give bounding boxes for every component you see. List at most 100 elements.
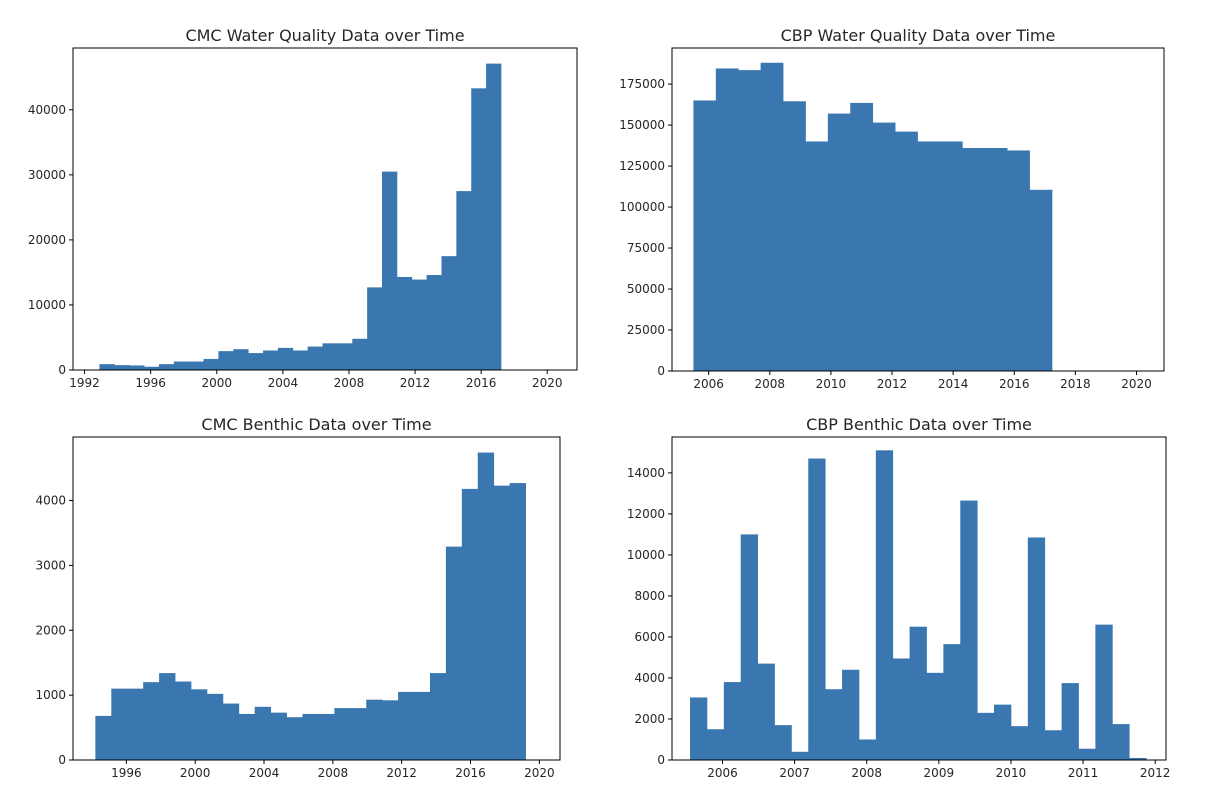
- cbp-water-quality-x-tick-label: 2020: [1121, 377, 1152, 391]
- cmc-benthic-bar: [175, 681, 192, 760]
- cmc-benthic-x-tick-label: 2000: [180, 766, 211, 780]
- cbp-water-quality-bar: [1007, 150, 1030, 371]
- cmc-benthic-bar: [477, 452, 495, 760]
- cmc-water-quality-x-tick-label: 2004: [268, 376, 299, 390]
- cmc-water-quality-bar: [337, 343, 353, 370]
- cbp-water-quality-x-tick-label: 2016: [999, 377, 1030, 391]
- cmc-benthic-bar: [445, 546, 463, 760]
- cbp-benthic-bar: [757, 663, 775, 760]
- cbp-benthic-y-tick-label: 0: [657, 753, 665, 767]
- cbp-water-quality-x-tick-label: 2010: [816, 377, 847, 391]
- cmc-benthic-y-tick-label: 2000: [35, 623, 66, 637]
- cbp-water-quality-bar: [895, 131, 918, 371]
- cbp-benthic-y-tick-label: 4000: [634, 671, 665, 685]
- cmc-water-quality-y-tick-label: 10000: [28, 298, 66, 312]
- cbp-water-quality-y-tick-label: 25000: [627, 323, 665, 337]
- cmc-benthic-bar: [302, 713, 319, 760]
- cbp-benthic-x-tick-label: 2009: [924, 766, 955, 780]
- cmc-water-quality-bar: [144, 366, 160, 370]
- cmc-benthic-bar: [206, 693, 224, 760]
- cmc-benthic-y-tick-label: 3000: [35, 558, 66, 572]
- cmc-water-quality-chart: 1992 1996 2000 2004 2008 2012 2016 2020 0 10000 20…: [28, 26, 578, 390]
- cbp-benthic-bar: [977, 712, 995, 760]
- cbp-benthic-x-tick-label: 2008: [851, 766, 882, 780]
- cmc-benthic-bar: [493, 485, 511, 760]
- cbp-water-quality-y-tick-label: 0: [657, 364, 665, 378]
- cbp-water-quality-chart: 2006 2008 2010 2012 2014 2016 2018 2020 0 25000 50…: [619, 26, 1165, 391]
- cmc-water-quality-bar: [396, 276, 413, 370]
- cbp-benthic-x-tick-label: 2006: [707, 766, 738, 780]
- cbp-benthic-x-tick-label: 2011: [1068, 766, 1099, 780]
- cbp-benthic-plot-frame: [671, 436, 1167, 761]
- cbp-benthic-x-tick-label: 2012: [1140, 766, 1171, 780]
- cmc-water-quality-x-tick-label: 1996: [135, 376, 166, 390]
- cmc-benthic-bar: [127, 688, 144, 760]
- cmc-benthic-x-tick-label: 2004: [249, 766, 280, 780]
- cmc-water-quality-bar: [203, 358, 219, 370]
- cbp-benthic-bar: [740, 534, 758, 760]
- cbp-benthic-y-tick-label: 12000: [627, 507, 665, 521]
- cmc-water-quality-bar: [129, 365, 145, 370]
- cmc-water-quality-bar: [188, 361, 204, 370]
- cbp-benthic-y-tick-label: 14000: [627, 466, 665, 480]
- cmc-water-quality-x-tick-label: 2016: [466, 376, 497, 390]
- cmc-benthic-bar: [143, 682, 160, 760]
- cmc-water-quality-bar: [441, 256, 457, 370]
- cbp-water-quality-bar: [827, 113, 851, 371]
- cmc-water-quality-bar: [322, 343, 338, 370]
- cmc-benthic-x-tick-label: 2008: [318, 766, 349, 780]
- cmc-water-quality-bar: [471, 88, 487, 370]
- cmc-benthic-title: CMC Benthic Data over Time: [201, 415, 431, 434]
- cmc-benthic-bar: [318, 713, 335, 760]
- cmc-water-quality-bar: [352, 338, 368, 370]
- cmc-benthic-bar: [350, 708, 367, 760]
- cbp-benthic-bar: [1010, 726, 1029, 760]
- cmc-benthic-x-tick-label: 2016: [455, 766, 486, 780]
- cbp-water-quality-bar: [783, 101, 806, 371]
- cmc-benthic-bars: [95, 452, 526, 760]
- cmc-benthic-bar: [509, 483, 526, 760]
- cbp-benthic-title: CBP Benthic Data over Time: [806, 415, 1032, 434]
- cbp-water-quality-y-tick-label: 75000: [627, 241, 665, 255]
- cmc-benthic-plot-frame: [72, 436, 561, 761]
- cmc-water-quality-bar: [99, 364, 115, 370]
- cmc-water-quality-bars: [99, 63, 502, 371]
- cbp-water-quality-y-tick-label: 150000: [619, 118, 665, 132]
- cmc-benthic-bar: [222, 703, 240, 760]
- cmc-benthic-bar: [334, 708, 351, 760]
- cmc-benthic-y-tick-label: 0: [58, 753, 66, 767]
- cbp-benthic-bar: [774, 725, 792, 760]
- cmc-water-quality-bar: [173, 361, 190, 370]
- cbp-benthic-bar: [858, 739, 877, 760]
- cbp-benthic-bars: [690, 450, 1147, 760]
- cbp-benthic-bar: [706, 729, 725, 760]
- cmc-benthic-bar: [461, 488, 479, 760]
- cbp-water-quality-bar: [805, 141, 829, 371]
- cbp-water-quality-bar: [693, 100, 717, 371]
- cmc-water-quality-bar: [218, 351, 234, 370]
- cbp-benthic-bar: [791, 751, 809, 760]
- cmc-water-quality-bar: [382, 171, 398, 370]
- cbp-benthic-y-tick-label: 6000: [634, 630, 665, 644]
- cbp-water-quality-x-tick-label: 2018: [1060, 377, 1091, 391]
- cmc-benthic-chart: 1996 2000 2004 2008 2012 2016 2020 0 1000 2000 300…: [35, 415, 561, 780]
- cmc-water-quality-x-tick-label: 1992: [69, 376, 100, 390]
- cbp-benthic-bar: [960, 500, 978, 760]
- cmc-water-quality-x-tick-label: 2020: [532, 376, 563, 390]
- cmc-benthic-x-tick-label: 1996: [111, 766, 142, 780]
- cbp-water-quality-bar: [738, 70, 762, 371]
- cbp-benthic-bar: [690, 697, 708, 760]
- cmc-benthic-x-tick-label: 2020: [524, 766, 555, 780]
- cmc-benthic-bar: [382, 700, 399, 760]
- cmc-water-quality-bar: [411, 279, 428, 370]
- cmc-water-quality-bar: [158, 364, 175, 370]
- cmc-water-quality-bar: [233, 349, 249, 370]
- cbp-benthic-bar: [1027, 537, 1046, 760]
- cbp-water-quality-bar: [850, 102, 874, 372]
- cbp-benthic-bar: [994, 704, 1012, 760]
- cbp-water-quality-plot-frame: [671, 47, 1165, 372]
- cbp-water-quality-x-tick-label: 2008: [755, 377, 786, 391]
- cbp-benthic-bar: [1061, 683, 1079, 760]
- cbp-water-quality-y-tick-label: 50000: [627, 282, 665, 296]
- cmc-benthic-y-tick-label: 4000: [35, 494, 66, 508]
